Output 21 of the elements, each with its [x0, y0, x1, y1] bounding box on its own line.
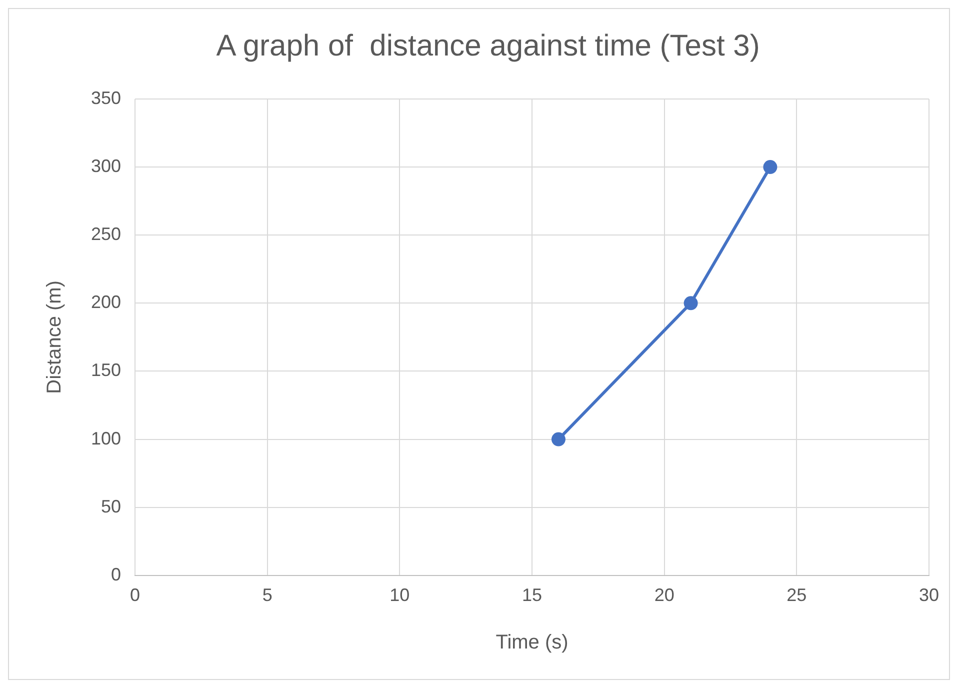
y-tick-label: 300 — [90, 156, 122, 176]
x-axis-title: Time (s) — [496, 632, 568, 654]
x-tick-label: 5 — [262, 585, 272, 606]
y-axis-title: Distance (m) — [44, 280, 66, 394]
y-tick-label: 0 — [111, 564, 122, 584]
x-tick-label: 10 — [390, 585, 410, 606]
y-tick-label: 250 — [90, 224, 122, 244]
x-tick-label: 20 — [654, 585, 674, 606]
y-tick-label: 350 — [90, 88, 122, 108]
x-tick-label: 30 — [918, 585, 940, 606]
point — [551, 432, 566, 446]
chart-title: A graph of distance against time (Test 3) — [216, 29, 760, 62]
point — [763, 160, 778, 174]
x-tick-label: 0 — [130, 585, 140, 606]
x-tick-label: 15 — [522, 585, 542, 606]
y-tick-label: 200 — [90, 292, 122, 312]
y-tick-label: 100 — [90, 428, 122, 448]
x-tick-label: 25 — [786, 585, 807, 606]
point — [684, 296, 698, 310]
y-tick-label: 50 — [101, 496, 122, 516]
y-tick-label: 150 — [90, 360, 122, 380]
